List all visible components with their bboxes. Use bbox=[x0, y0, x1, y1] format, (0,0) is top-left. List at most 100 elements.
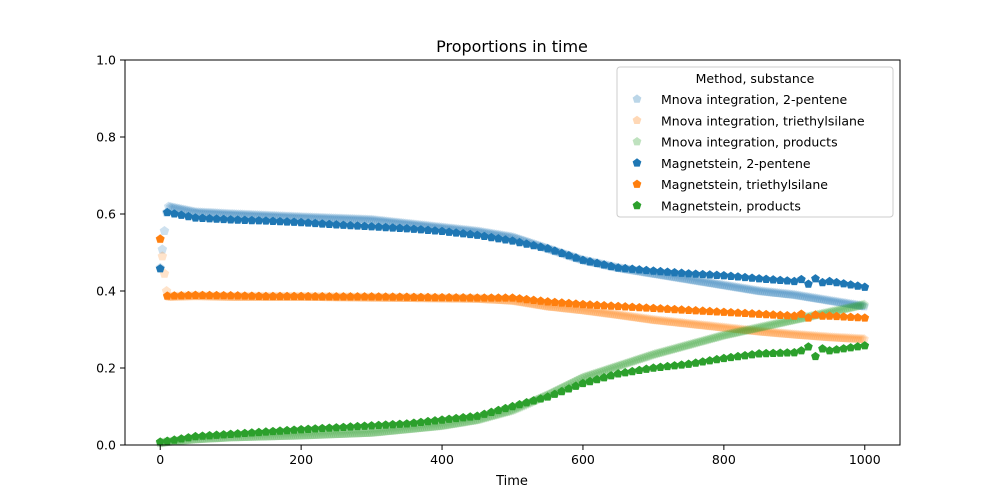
data-point bbox=[349, 214, 360, 224]
data-point bbox=[860, 282, 870, 291]
data-point bbox=[324, 219, 334, 229]
data-point bbox=[409, 224, 419, 233]
data-point bbox=[645, 314, 656, 324]
data-point bbox=[613, 301, 623, 311]
data-point bbox=[601, 308, 611, 318]
data-point bbox=[311, 212, 322, 222]
data-point bbox=[536, 242, 546, 251]
data-point bbox=[176, 434, 186, 443]
data-point bbox=[247, 428, 257, 437]
data-point bbox=[536, 394, 546, 403]
data-point bbox=[656, 304, 665, 313]
data-point bbox=[345, 213, 356, 224]
data-point bbox=[360, 221, 369, 231]
data-point bbox=[620, 358, 630, 368]
data-point bbox=[688, 319, 698, 329]
data-point bbox=[846, 333, 857, 343]
data-point bbox=[707, 278, 717, 288]
data-point bbox=[675, 317, 685, 327]
data-point bbox=[776, 328, 787, 338]
data-point bbox=[846, 343, 856, 352]
data-point bbox=[768, 275, 778, 284]
data-point bbox=[755, 286, 766, 296]
data-point bbox=[465, 412, 475, 421]
data-point bbox=[814, 331, 825, 341]
data-point bbox=[810, 293, 821, 303]
data-point bbox=[360, 427, 371, 437]
data-point bbox=[614, 309, 624, 320]
data-point bbox=[848, 333, 859, 343]
x-tick-label: 0 bbox=[156, 452, 164, 467]
data-point bbox=[310, 291, 320, 301]
data-point bbox=[738, 324, 749, 334]
data-point bbox=[303, 218, 313, 227]
data-point bbox=[817, 331, 827, 341]
series-layer bbox=[155, 201, 870, 448]
data-point bbox=[381, 216, 392, 226]
data-point bbox=[614, 360, 624, 370]
data-point bbox=[371, 215, 381, 225]
data-point bbox=[660, 346, 671, 356]
data-point bbox=[649, 303, 658, 313]
data-point bbox=[832, 345, 841, 354]
data-point bbox=[603, 308, 614, 318]
data-point bbox=[691, 269, 701, 278]
data-point bbox=[806, 330, 816, 340]
data-point bbox=[833, 305, 844, 315]
data-point bbox=[288, 211, 299, 221]
data-point bbox=[233, 291, 243, 300]
data-point bbox=[362, 427, 373, 437]
data-point bbox=[846, 299, 857, 309]
data-point bbox=[681, 340, 692, 350]
data-point bbox=[297, 212, 307, 222]
data-point bbox=[831, 305, 842, 315]
data-point bbox=[679, 341, 690, 351]
data-point bbox=[811, 351, 820, 361]
data-point bbox=[647, 314, 658, 324]
series-magnetstein-3 bbox=[155, 207, 870, 291]
y-tick-label: 0.6 bbox=[96, 207, 116, 222]
data-point bbox=[479, 409, 489, 418]
data-point bbox=[800, 291, 810, 301]
data-point bbox=[564, 298, 574, 308]
data-point bbox=[842, 303, 852, 313]
data-point bbox=[395, 419, 405, 428]
data-point bbox=[261, 291, 271, 301]
data-point bbox=[296, 425, 306, 434]
legend-entry: Magnetstein, triethylsilane bbox=[661, 177, 828, 192]
data-point bbox=[789, 348, 799, 357]
data-point bbox=[612, 309, 622, 319]
y-tick-label: 0.0 bbox=[96, 438, 116, 453]
data-point bbox=[679, 318, 690, 328]
data-point bbox=[592, 374, 602, 384]
data-point bbox=[451, 413, 461, 423]
data-point bbox=[543, 244, 553, 253]
data-point bbox=[733, 272, 743, 281]
data-point bbox=[772, 288, 783, 298]
data-point bbox=[740, 283, 751, 293]
data-point bbox=[730, 327, 740, 337]
data-point bbox=[586, 369, 597, 379]
data-point bbox=[753, 326, 764, 336]
data-point bbox=[656, 266, 665, 276]
data-point bbox=[368, 427, 379, 437]
data-point bbox=[691, 358, 701, 367]
data-point bbox=[844, 302, 855, 312]
data-point bbox=[726, 323, 736, 333]
data-point bbox=[501, 235, 510, 244]
data-point bbox=[836, 332, 846, 342]
data-point bbox=[761, 274, 771, 283]
data-point bbox=[757, 286, 768, 296]
data-point bbox=[337, 213, 347, 223]
data-point bbox=[762, 286, 772, 296]
data-point bbox=[522, 398, 531, 407]
data-point bbox=[515, 237, 524, 247]
data-point bbox=[860, 313, 870, 322]
data-point bbox=[347, 428, 358, 438]
data-point bbox=[840, 333, 850, 343]
data-point bbox=[738, 283, 749, 293]
data-point bbox=[639, 313, 650, 323]
data-point bbox=[595, 367, 605, 377]
legend: Method, substance Mnova integration, 2-p… bbox=[616, 66, 894, 218]
data-point bbox=[857, 300, 867, 310]
